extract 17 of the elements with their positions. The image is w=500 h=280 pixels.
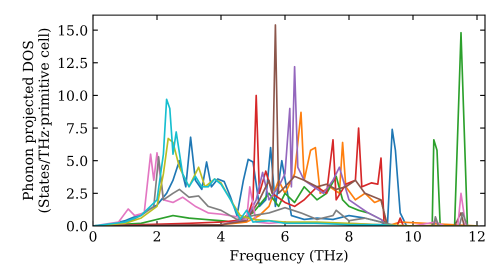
x-axis-title: Frequency (THz): [230, 250, 348, 264]
y-tick-label: 12.5: [58, 58, 88, 68]
y-tick-label: 10.0: [58, 90, 88, 101]
x-tick-label: 12: [470, 231, 484, 242]
y-tick-label: 5.0: [67, 156, 88, 166]
line-series: [93, 98, 398, 226]
x-tick-label: 0: [89, 231, 96, 242]
x-tick-label: 2: [154, 231, 160, 242]
x-tick-label: 6: [282, 231, 289, 242]
x-tick-label: 4: [217, 231, 225, 242]
y-axis-title: Phonon projected DOS (States/THz·primitive cell): [22, 28, 52, 212]
y-tick-label: 7.5: [67, 123, 88, 134]
y-tick-label: 2.5: [66, 188, 88, 199]
y-tick-label: 15.0: [58, 25, 88, 36]
y-tick-label: 0.0: [66, 220, 88, 232]
x-tick-label: 10: [406, 231, 421, 242]
x-tick-label: 8: [346, 231, 352, 242]
